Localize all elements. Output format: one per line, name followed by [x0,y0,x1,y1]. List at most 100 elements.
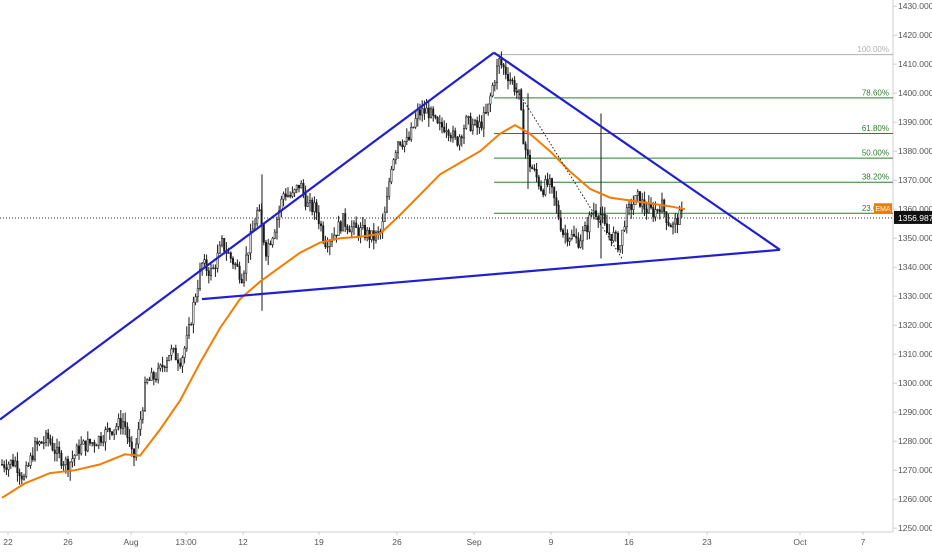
candle-body [440,122,443,128]
y-tick-label: 1320.000 [898,320,932,330]
candle-body [75,445,78,456]
candle-body [221,238,224,246]
candle-body [117,418,120,427]
candle-body [451,130,454,139]
candle-body [240,278,243,284]
candle-body [238,265,241,280]
candle-body [335,234,338,237]
candle-body [500,58,503,66]
candle-body [377,231,380,233]
candle-body [405,136,408,142]
candle-body [337,221,340,236]
candle-body [581,230,584,242]
candle-body [269,243,272,245]
candle-body [539,185,542,191]
last-price-tag [894,210,932,224]
candle-body [196,288,199,298]
time-axis[interactable]: 22 26 Aug 13:00 12 19 26 Sep 9 16 23 Oct 7 [3,532,866,547]
candle-body [482,112,485,129]
candle-body [344,213,347,227]
candle-body [634,195,637,205]
candle-body [254,223,257,230]
candle-body [647,203,650,214]
candle-body [27,465,30,467]
candle-body [286,194,289,197]
fib-level-label: 100.00% [857,45,889,54]
candle-body [390,169,393,183]
candle-body [188,324,191,336]
candle-body [119,418,122,429]
candle-body [51,442,54,451]
candle-body [297,184,300,189]
candle-body [5,467,8,470]
candle-body [243,272,246,284]
candle-body [256,210,259,225]
candle-body [229,252,232,259]
candle-body [161,364,164,368]
candle-body [568,238,571,242]
x-tick-label: Sep [466,537,481,547]
trendline-upper-ascending [0,51,495,421]
candle-body [214,267,217,270]
candle-body [388,181,391,197]
candle-body [218,244,221,254]
candle-body [159,364,162,369]
candle-body [456,136,459,146]
candle-body [366,229,369,239]
candle-body [150,372,153,381]
candle-body [462,128,465,139]
candle-body [467,116,470,118]
candle-body [484,112,487,114]
candle-body [38,441,41,445]
x-tick-label: 23 [702,537,712,547]
candle-body [163,366,166,368]
candle-body [207,270,210,276]
candle-body [612,232,615,242]
candle-body [102,441,105,444]
candle-body [148,379,151,381]
candle-body [588,214,591,233]
candle-body [460,136,463,139]
candle-body [669,224,672,228]
candle-body [141,410,144,420]
candle-body [654,209,657,218]
candle-body [262,224,265,243]
candle-body [300,183,303,189]
price-axis[interactable]: 1250.000 1260.000 1270.000 1280.000 1290.000… [893,1,932,533]
y-tick-label: 1340.000 [898,262,932,272]
y-tick-label: 1310.000 [898,349,932,359]
candle-body [421,108,424,116]
candle-body [630,203,633,210]
candle-body [227,252,230,254]
candle-body [60,452,63,466]
candle-body [82,440,85,445]
candle-body [579,240,582,248]
candle-body [133,448,136,458]
candle-body [487,103,490,113]
candle-body [674,217,677,225]
candle-body [583,225,586,232]
candle-body [394,152,397,161]
candle-body [504,66,507,75]
candle-body [22,476,25,480]
y-tick-label: 1350.000 [898,233,932,243]
candle-body [469,116,472,131]
candle-body [502,64,505,68]
candle-body [355,222,358,229]
x-tick-label: 19 [314,537,324,547]
y-tick-label: 1390.000 [898,117,932,127]
candle-body [223,238,226,252]
candle-body [179,362,182,367]
ema-tag-label: EMA [875,206,891,213]
candle-body [665,211,668,223]
candle-body [557,204,560,219]
candle-body [605,223,608,233]
fib-level-label: 78.60% [862,88,889,97]
candle-body [438,122,441,124]
candle-body [445,130,448,133]
candle-body [16,460,19,473]
candle-body [542,190,545,196]
candle-body [524,143,527,151]
candle-body [155,378,158,381]
